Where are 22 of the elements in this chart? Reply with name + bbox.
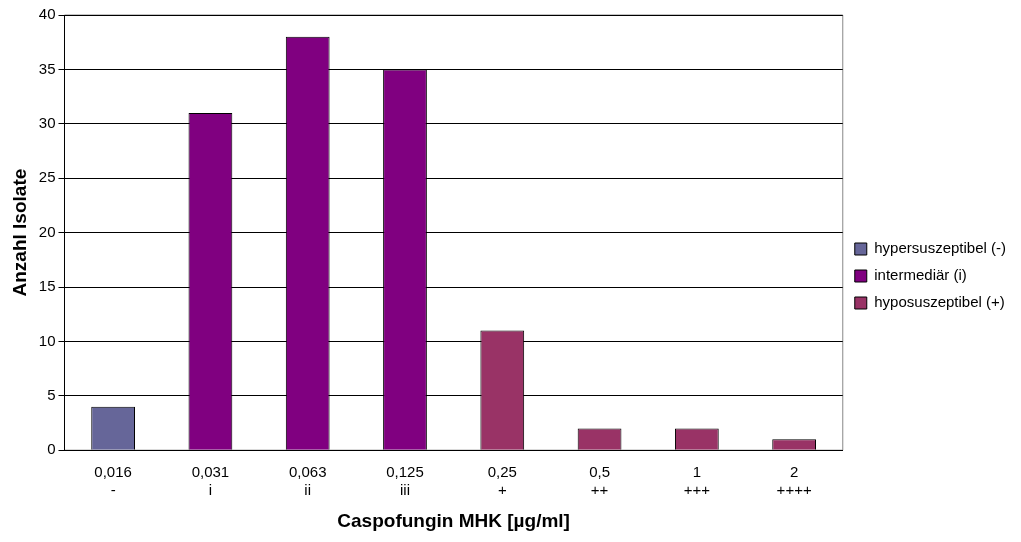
x-tick-label: 0,25 + — [487, 463, 517, 499]
legend-label: intermediär (i) — [874, 266, 967, 284]
y-axis-title: Anzahl Isolate — [8, 168, 30, 297]
x-tick-label: 0,063 ii — [288, 463, 327, 499]
legend-label: hypersuszeptibel (-) — [874, 239, 1006, 257]
y-tick-label: 40 — [38, 5, 56, 23]
y-tick-label: 15 — [38, 277, 56, 295]
x-tick-label: 0,5 ++ — [589, 463, 610, 499]
x-tick-label: 0,031 i — [191, 463, 230, 499]
y-tick-label: 25 — [38, 168, 56, 186]
y-tick-label: 20 — [38, 222, 56, 240]
y-tick-label: 35 — [38, 59, 56, 77]
y-tick-label: 0 — [47, 440, 56, 458]
y-tick-label: 30 — [38, 113, 56, 131]
legend-label: hyposuszeptibel (+) — [874, 293, 1005, 311]
x-tick-label: 0,125 iii — [386, 463, 424, 499]
x-axis-title: Caspofungin MHK [µg/ml] — [337, 509, 570, 531]
x-tick-label: 0,016 - — [94, 463, 132, 499]
x-tick-label: 2 ++++ — [776, 463, 812, 499]
y-tick-label: 5 — [47, 385, 56, 403]
y-tick-label: 10 — [38, 331, 56, 349]
x-tick-label: 1 +++ — [683, 463, 711, 499]
